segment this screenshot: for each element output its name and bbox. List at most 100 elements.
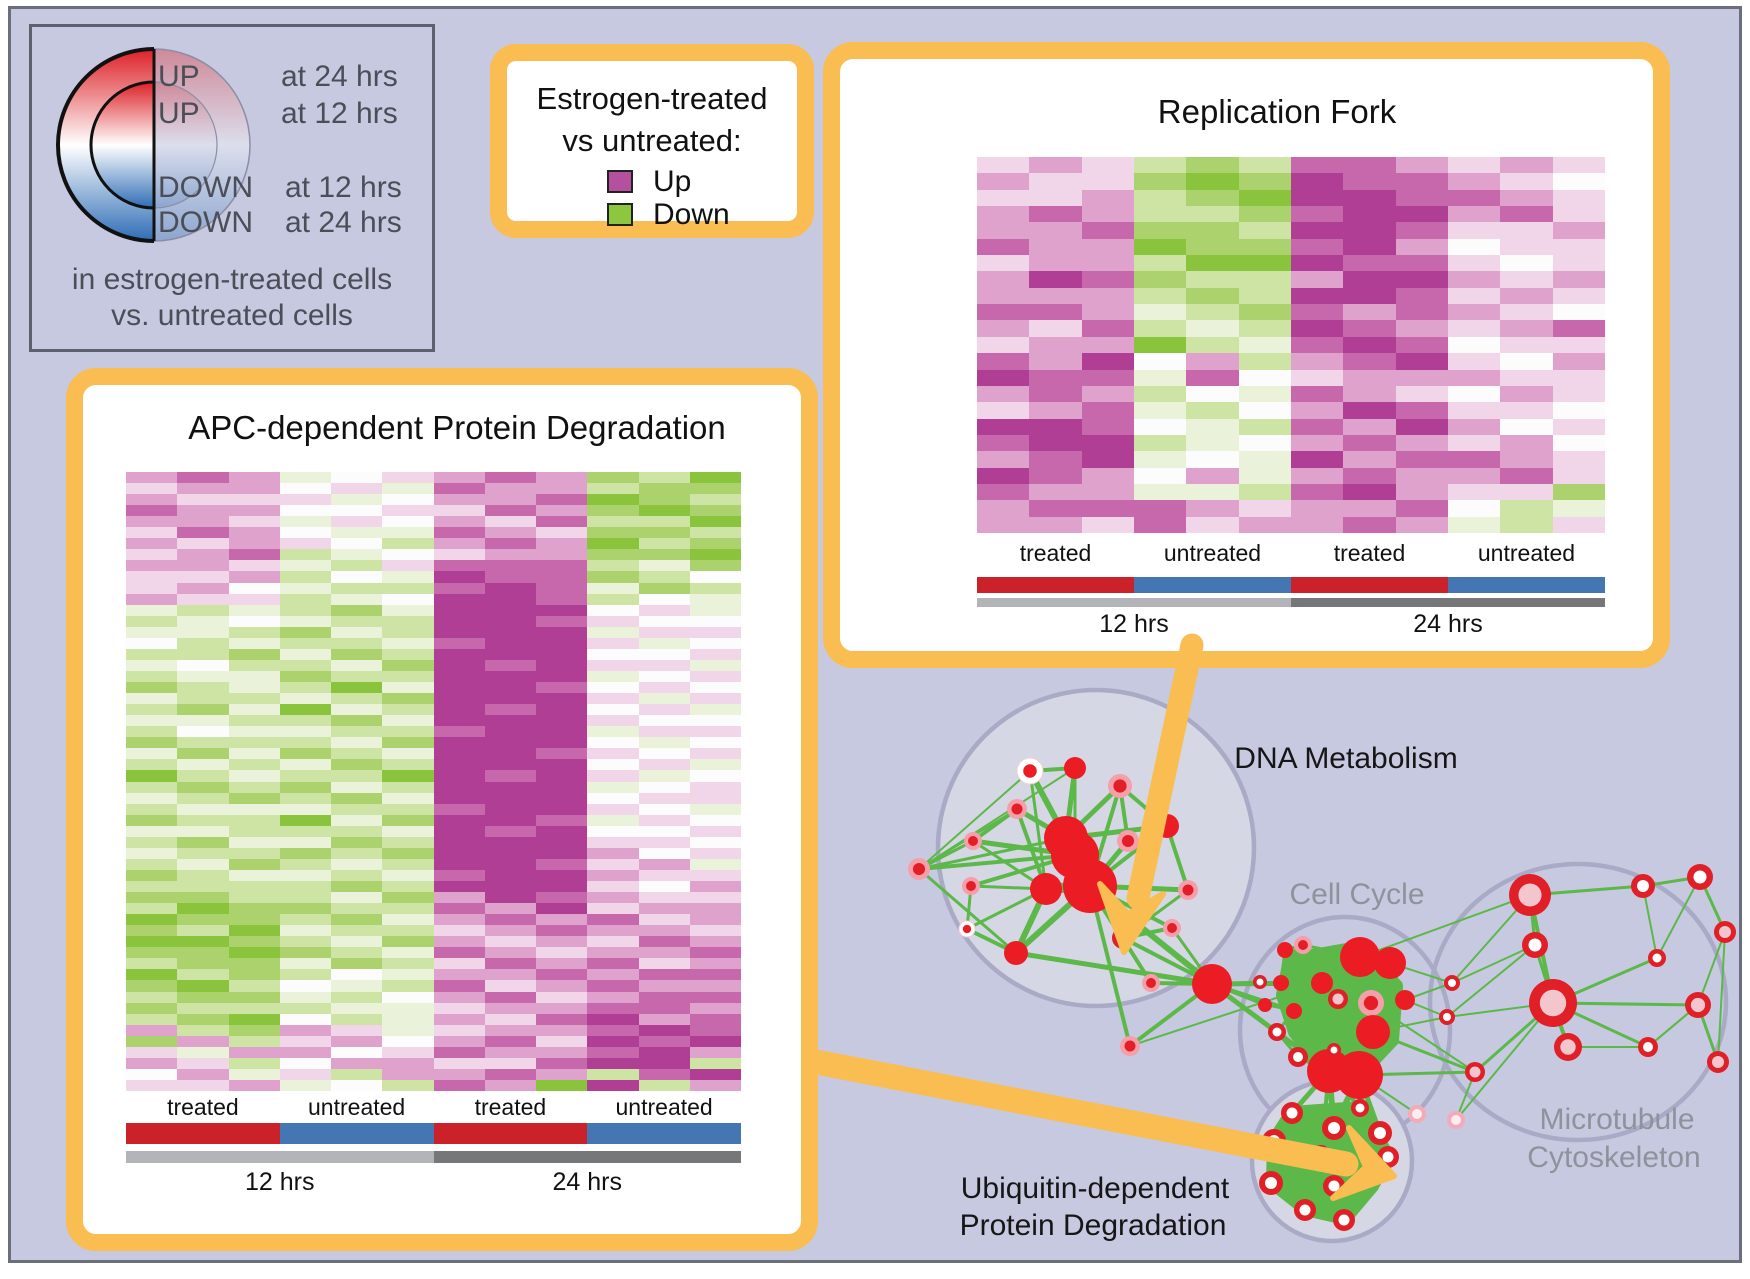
replication_fork-cell: [1238, 255, 1291, 272]
apc-cell: [638, 637, 690, 649]
replication_fork-cell: [1552, 418, 1605, 435]
apc-cell: [433, 571, 485, 583]
apc-cell: [689, 1024, 741, 1036]
apc-cell: [638, 903, 690, 915]
gene-node-solid: [1374, 947, 1406, 979]
replication_fork-cell: [1238, 222, 1291, 239]
replication_fork-cell: [1447, 418, 1501, 435]
replication_fork-cell: [1081, 467, 1134, 484]
apc-cell: [279, 914, 331, 926]
apc-cell: [331, 759, 383, 771]
apc-cell: [689, 792, 741, 804]
replication_fork-cell: [1029, 500, 1082, 517]
apc-cell: [331, 858, 383, 870]
gene-node-pink-halo-core: [966, 881, 976, 891]
apc-cell: [177, 1035, 229, 1047]
apc-cell: [177, 880, 229, 893]
replication_fork-cell: [977, 222, 1030, 239]
replication_fork-cell: [1290, 173, 1344, 190]
apc-cell: [484, 892, 536, 904]
replication_fork-cell: [1186, 173, 1239, 190]
replication_fork-cell: [1343, 451, 1396, 468]
apc-cell: [484, 847, 536, 859]
apc-cell: [638, 1013, 690, 1025]
apc-cell: [638, 991, 690, 1003]
apc-cell: [177, 814, 229, 826]
replication_fork-cell: [1029, 483, 1082, 501]
apc-cell: [382, 803, 434, 815]
gene-node-pink-halo-core: [1124, 1040, 1136, 1052]
apc-cell: [177, 538, 229, 550]
apc-cell: [484, 925, 536, 937]
gene-node-ring-pink-core: [1711, 1055, 1725, 1069]
replication_fork-cell: [977, 255, 1030, 272]
replication_fork-cell: [1133, 173, 1187, 190]
apc-cell: [177, 670, 229, 683]
replication_fork-cell: [1500, 418, 1553, 435]
replication_fork-cell: [1133, 271, 1187, 288]
replication_fork-cell: [1238, 173, 1291, 190]
apc-cell: [638, 847, 690, 859]
apc-cell: [587, 1068, 639, 1080]
replication_fork-cell: [1081, 500, 1134, 517]
replication_fork-cell: [977, 434, 1030, 452]
apc-cell: [536, 903, 588, 915]
apc-cell: [279, 737, 331, 749]
apc-cell: [331, 516, 383, 528]
inner-left-arc: [89, 80, 155, 210]
apc-cell: [433, 1035, 485, 1047]
apc-cell: [536, 892, 588, 904]
apc-cell: [638, 958, 690, 970]
apc-cell: [433, 958, 485, 970]
apc-cell: [484, 969, 536, 981]
replication_fork-cell: [1029, 353, 1082, 370]
network-edge: [1302, 944, 1339, 1000]
apc-cell: [228, 1024, 280, 1036]
replication_fork-cell: [1186, 271, 1239, 288]
replication_fork-cell: [1081, 206, 1134, 223]
replication_fork-cell: [1081, 516, 1134, 533]
replication_fork-group-label: treated: [1019, 540, 1092, 566]
replication_fork-cell: [1133, 467, 1187, 484]
apc-cell: [484, 670, 536, 683]
apc-cell: [433, 538, 485, 550]
apc-cell: [382, 604, 434, 616]
apc-cell: [228, 693, 280, 705]
apc-cell: [536, 980, 588, 992]
replication_fork-cell: [1343, 467, 1396, 484]
replication_fork-cell: [1081, 451, 1134, 468]
apc-cell: [177, 803, 229, 815]
ring-down24-time: at 24 hrs: [285, 206, 402, 239]
replication_fork-cell: [1552, 173, 1605, 190]
apc-cell: [279, 869, 331, 881]
replication_fork-cell: [1447, 189, 1501, 207]
apc-cell: [484, 615, 536, 627]
replication_fork-cell: [1343, 206, 1396, 223]
apc-cell: [689, 880, 741, 893]
apc-cell: [177, 892, 229, 904]
apc-cell: [382, 869, 434, 881]
replication_fork-cell: [1186, 189, 1239, 207]
apc-cell: [536, 659, 588, 671]
replication_fork-cell: [1081, 434, 1134, 452]
replication_fork-cell: [1290, 157, 1344, 174]
apc-cell: [279, 670, 331, 683]
apc-cell: [382, 505, 434, 517]
apc-cell: [382, 914, 434, 926]
gene-node-ring-core: [1643, 1042, 1653, 1052]
apc-cell: [126, 527, 178, 539]
apc-group-label: untreated: [308, 1094, 406, 1120]
replication_fork-cell: [1290, 500, 1344, 517]
apc-cell: [536, 604, 588, 616]
replication_fork-cell: [1081, 483, 1134, 501]
apc-cell: [587, 803, 639, 815]
apc-cell: [382, 880, 434, 893]
apc-cell: [279, 947, 331, 959]
apc-cell: [228, 914, 280, 926]
apc-cell: [433, 615, 485, 627]
apc-cell: [126, 571, 178, 583]
replication_fork-cell: [1447, 320, 1501, 337]
replication_fork-cell: [1290, 304, 1344, 321]
replication_fork-cell: [1343, 238, 1396, 256]
apc-cell: [228, 604, 280, 616]
